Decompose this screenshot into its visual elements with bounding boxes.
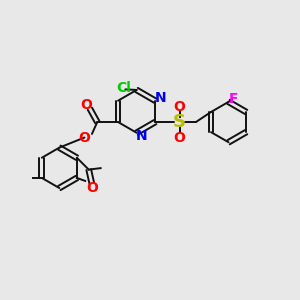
Text: O: O: [86, 181, 98, 195]
Text: O: O: [80, 98, 92, 112]
Text: O: O: [174, 130, 185, 145]
Text: O: O: [79, 130, 90, 145]
Text: O: O: [174, 100, 185, 114]
Text: N: N: [136, 129, 148, 143]
Text: N: N: [155, 91, 166, 105]
Text: F: F: [229, 92, 239, 106]
Text: Cl: Cl: [116, 82, 131, 95]
Text: S: S: [173, 113, 186, 131]
